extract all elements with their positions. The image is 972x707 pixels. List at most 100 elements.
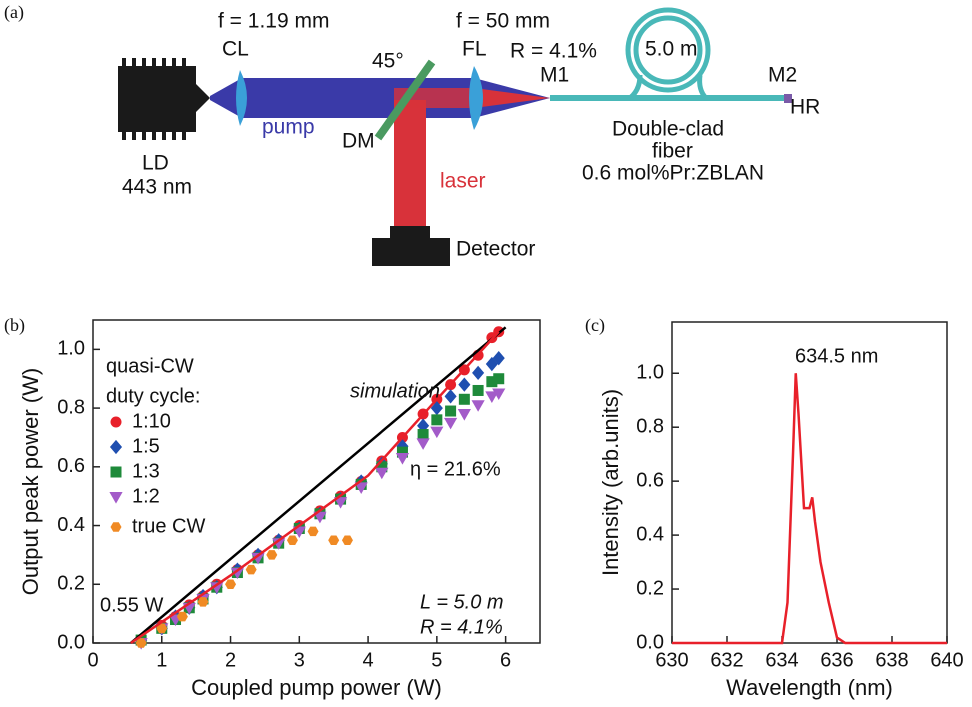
x-tick-label: 630	[655, 649, 688, 671]
diagram-label: 45°	[372, 50, 404, 73]
diagram-label: Detector	[456, 238, 535, 261]
point	[472, 365, 485, 381]
dichroic-mirror	[374, 59, 436, 141]
legend-marker	[110, 522, 122, 532]
y-axis-label: Output peak power (W)	[18, 368, 43, 595]
point	[245, 564, 257, 575]
x-tick-label: 4	[363, 649, 374, 671]
y-tick-label: 0.0	[57, 631, 85, 653]
diagram-label: laser	[440, 170, 486, 193]
point	[492, 351, 505, 366]
y-tick-label: 0.4	[636, 523, 664, 545]
point	[266, 550, 278, 560]
point	[492, 388, 506, 401]
point	[485, 391, 499, 403]
point	[430, 400, 443, 416]
legend-title: quasi-CW	[106, 355, 194, 377]
x-tick-label: 5	[431, 649, 442, 671]
diagram-label: CL	[222, 38, 249, 61]
annotation: 634.5 nm	[795, 345, 878, 367]
point	[375, 467, 389, 480]
cl-lens	[236, 70, 247, 126]
point	[430, 426, 444, 439]
legend-label: 1:2	[132, 485, 160, 507]
point	[396, 446, 408, 458]
y-tick-label: 0.4	[57, 514, 85, 536]
point	[444, 389, 457, 404]
point	[431, 414, 443, 426]
point	[225, 579, 237, 590]
x-tick-label: 3	[294, 649, 305, 671]
diagram-label: 443 nm	[122, 176, 192, 199]
diagram-label: Double-clad	[612, 118, 724, 141]
diagram-label: DM	[342, 130, 375, 153]
diagram-label: 5.0 m	[645, 38, 698, 61]
y-tick-label: 0.8	[57, 396, 85, 418]
fl-lens	[469, 66, 483, 130]
detector	[390, 226, 430, 240]
point	[458, 393, 470, 405]
y-tick-label: 1.0	[636, 362, 664, 384]
legend-marker	[110, 416, 122, 428]
x-tick-label: 6	[500, 649, 511, 671]
panel-label: (b)	[4, 315, 25, 336]
plot-frame	[92, 319, 541, 644]
diagram-label: FL	[462, 38, 487, 61]
point	[176, 611, 188, 622]
point	[341, 535, 353, 545]
diagram-label: 0.6 mol%Pr:ZBLAN	[582, 162, 764, 185]
point	[333, 497, 348, 509]
x-tick-label: 1	[156, 649, 167, 671]
point	[458, 377, 471, 392]
point	[230, 567, 245, 580]
legend-subtitle: duty cycle:	[106, 385, 200, 407]
x-tick-label: 0	[87, 649, 98, 671]
point	[486, 376, 498, 388]
point	[444, 417, 458, 430]
legend-label: 1:3	[132, 460, 160, 482]
point	[135, 638, 147, 648]
plot-frame	[671, 321, 948, 644]
setup-diagram	[118, 7, 792, 266]
diagram-label: M1	[540, 64, 569, 87]
point	[313, 511, 327, 524]
point	[416, 438, 430, 450]
annotation: η = 21.6%	[410, 458, 501, 480]
diode-nose	[196, 84, 210, 112]
y-tick-label: 0.2	[57, 573, 85, 595]
point	[493, 373, 505, 385]
point	[354, 482, 368, 494]
m2-mirror	[784, 94, 792, 103]
point	[457, 409, 471, 421]
annotation: R = 4.1%	[420, 616, 503, 638]
y-tick-label: 0.0	[636, 631, 664, 653]
point	[417, 429, 429, 441]
detector	[372, 238, 450, 266]
point	[307, 526, 319, 537]
legend-marker	[110, 466, 122, 478]
x-tick-label: 632	[710, 649, 743, 671]
diagram-label: f = 50 mm	[456, 10, 550, 33]
point	[197, 597, 209, 607]
data-line	[130, 326, 507, 644]
data-line	[130, 330, 500, 645]
fiber-coil	[625, 7, 711, 93]
diode-fins	[122, 58, 186, 140]
annotation: L = 5.0 m	[420, 591, 504, 613]
y-tick-label: 0.2	[636, 577, 664, 599]
legend-label: 1:10	[132, 410, 171, 432]
laser-beam	[394, 100, 426, 228]
annotation: 0.55 W	[100, 594, 163, 616]
x-axis-label: Wavelength (nm)	[726, 675, 893, 700]
legend-marker	[109, 439, 123, 455]
point	[471, 400, 485, 412]
point	[328, 535, 340, 545]
fiber-coil	[697, 74, 708, 100]
point	[445, 405, 457, 417]
x-axis-label: Coupled pump power (W)	[191, 675, 442, 700]
legend-label: true CW	[132, 515, 205, 537]
point	[395, 453, 410, 465]
diagram-label: fiber	[652, 140, 693, 163]
data-line	[672, 373, 947, 645]
